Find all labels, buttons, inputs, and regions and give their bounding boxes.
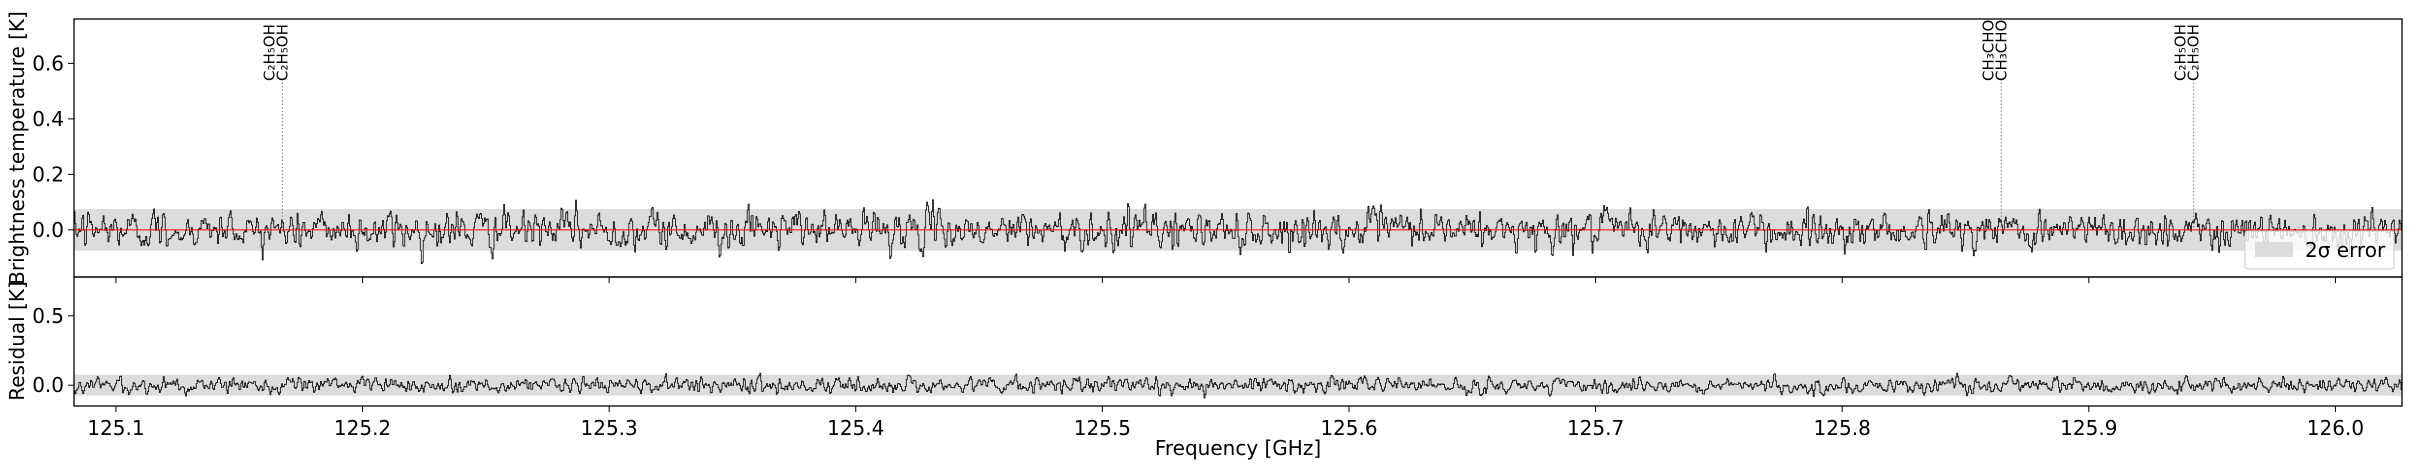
y-tick-label: 0.4 (32, 107, 64, 131)
bottom-panel: 0.00.5 125.1 125.2 125.3 125.4 125.5 125.6 125… (32, 276, 2403, 440)
x-tick-label: 125.4 (827, 416, 884, 440)
x-tick-label: 125.9 (2060, 416, 2117, 440)
bottom-plot-area (74, 372, 2402, 399)
x-tick-label: 125.3 (581, 416, 638, 440)
y-tick-label: 0.0 (32, 373, 64, 397)
x-tick-label: 125.6 (1320, 416, 1377, 440)
legend: 2σ error (2244, 230, 2395, 270)
top-y-axis-title: Brightness temperature [K] (5, 11, 29, 285)
line-marker-label: C₂H₅OH (2185, 24, 2203, 81)
y-tick-label: 0.0 (32, 218, 64, 242)
legend-swatch (2255, 242, 2293, 257)
observed-spectrum-line (74, 199, 2402, 264)
bottom-y-axis: 0.0 0.5 (32, 304, 74, 397)
x-tick-label: 125.7 (1567, 416, 1624, 440)
line-marker-label: C₂H₅OH (260, 24, 278, 81)
x-axis-title: Frequency [GHz] (1155, 436, 1321, 460)
legend-label: 2σ error (2305, 238, 2386, 262)
legend-frame (2244, 230, 2395, 270)
bottom-y-axis-title: Residual [K] (5, 281, 29, 401)
residual-spectrum-line (74, 372, 2402, 399)
bottom-axes-frame (73, 276, 2403, 407)
x-tick-label: 125.1 (87, 416, 144, 440)
line-marker-label: CH₃CHO (1979, 20, 1997, 81)
x-tick-label: 125.8 (1814, 416, 1871, 440)
y-tick-label: 0.6 (32, 51, 64, 75)
line-marker-label: C₂H₅OH (273, 24, 291, 81)
top-y-axis: 0.0 0.2 0.4 0.6 (32, 51, 74, 242)
x-tick-label: 125.2 (334, 416, 391, 440)
x-axis: 125.1 125.2 125.3 125.4 125.5 125.6 125.7 125.8… (87, 277, 2364, 440)
line-marker-label: C₂H₅OH (2172, 24, 2190, 81)
y-tick-label: 0.5 (32, 304, 64, 328)
y-tick-label: 0.2 (32, 162, 64, 186)
x-tick-label: 126.0 (2307, 416, 2364, 440)
x-tick-label: 125.5 (1074, 416, 1131, 440)
line-marker-label: CH₃CHO (1992, 20, 2010, 81)
